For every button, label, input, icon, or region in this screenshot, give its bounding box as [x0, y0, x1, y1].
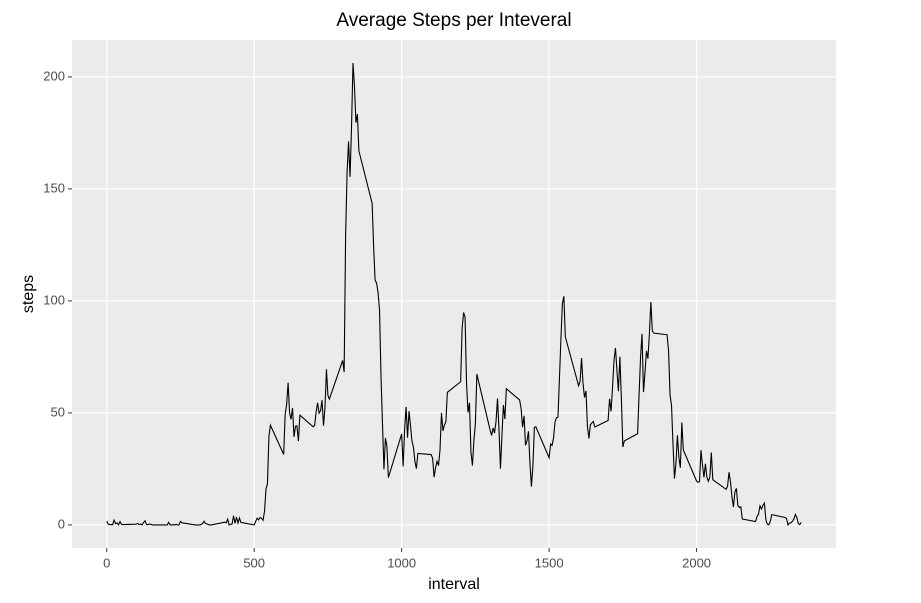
x-tick-label: 1000 [387, 555, 416, 570]
y-tick-label: 150 [43, 180, 65, 195]
line [106, 62, 802, 527]
y-axis-title: steps [20, 275, 37, 313]
y-tick-label: 100 [43, 292, 65, 307]
y-tick-label: 50 [51, 404, 65, 419]
chart-title: Average Steps per Inteveral [336, 10, 571, 31]
y-tick-label: 0 [58, 516, 65, 531]
panel [72, 40, 836, 548]
x-tick-label: 500 [243, 555, 265, 570]
x-tick-label: 1500 [535, 555, 564, 570]
y-tick-label: 200 [43, 68, 65, 83]
x-tick-label: 2000 [682, 555, 711, 570]
x-tick-label: 0 [103, 555, 110, 570]
x-axis-title: interval [428, 576, 480, 593]
